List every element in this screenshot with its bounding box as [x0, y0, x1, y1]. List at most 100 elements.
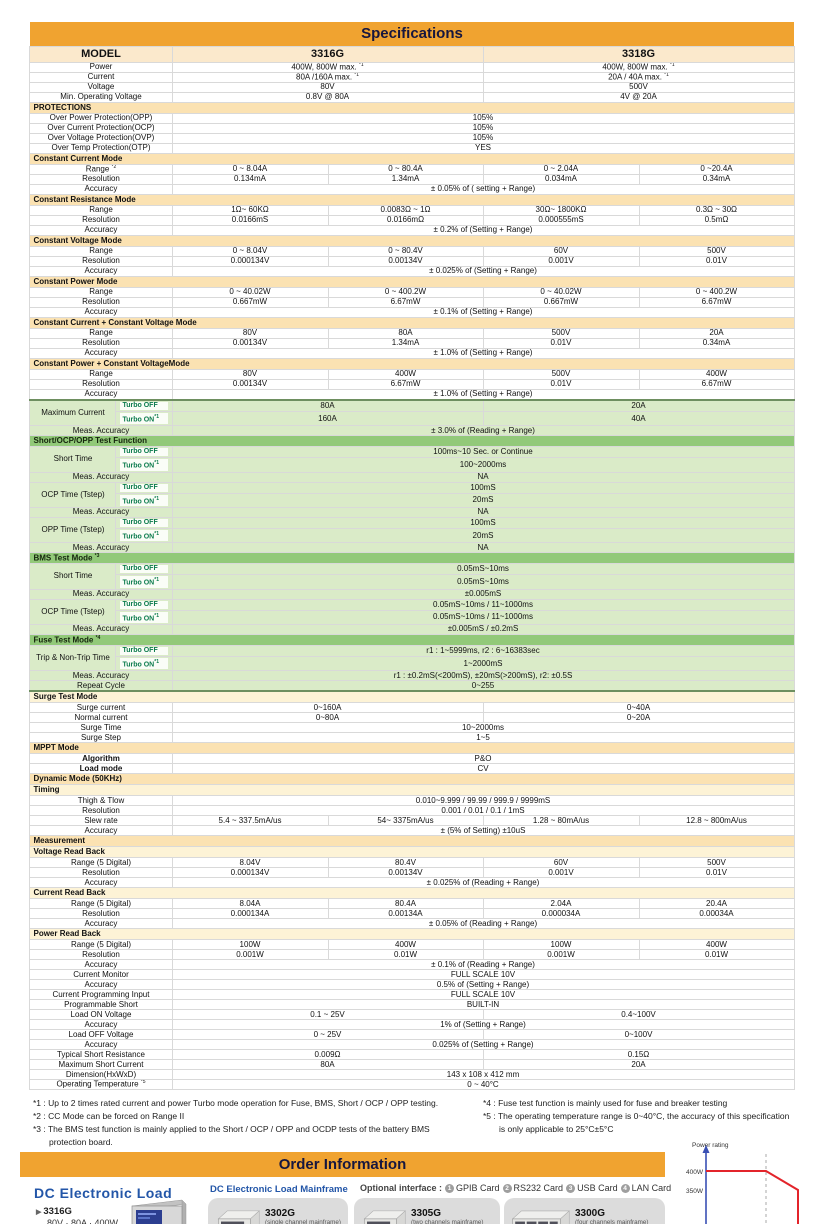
spec-row: Accuracy ± 1.0% of (Setting + Range)	[29, 389, 795, 401]
spec-value: 1~5	[171, 732, 795, 744]
spec-row-label: Maximum Current	[29, 399, 117, 427]
spec-row-label: Operating Temperature *5	[29, 1079, 173, 1091]
spec-row: Meas. Accuracy ±0.005mS / ±0.2mS	[29, 624, 795, 636]
spec-row-label: Power	[29, 61, 173, 74]
spec-value: 0.00134V	[327, 867, 484, 879]
spec-turbo-row: Maximum Current Turbo OFF 80A 20A	[29, 399, 795, 427]
spec-value: 500V	[638, 857, 795, 869]
spec-row-label: Range (5 Digital)	[29, 857, 173, 869]
section-row: Constant Power + Constant VoltageMode	[29, 358, 795, 371]
spec-row-label: Meas. Accuracy	[29, 471, 173, 483]
mainframe-name: 3302G	[265, 1207, 296, 1219]
mainframe-photo	[511, 1210, 570, 1224]
spec-value: 0.010~9.999 / 99.99 / 999.9 / 9999mS	[171, 795, 795, 807]
spec-value: 105%	[171, 133, 795, 145]
section-row: Measurement	[29, 835, 795, 848]
power-vs-temperature-chart: Power rating 400W 350W 25°C 40°C Tempera…	[674, 1138, 824, 1224]
spec-row-label: Meas. Accuracy	[29, 624, 173, 636]
spec-row: Maximum Short Current 80A 20A	[29, 1059, 795, 1071]
section-row: Surge Test Mode	[29, 690, 795, 704]
section-header: Current Read Back	[29, 887, 795, 900]
spec-value: 60V	[482, 857, 640, 869]
section-row: Dynamic Mode (50KHz)	[29, 773, 795, 786]
spec-row-label: Current Monitor	[29, 969, 173, 981]
spec-value: 400W	[327, 369, 484, 381]
spec-row: Meas. Accuracy ±0.005mS	[29, 588, 795, 600]
spec-value: NA	[171, 471, 795, 483]
spec-row: Accuracy 0.5% of (Setting + Range)	[29, 979, 795, 991]
spec-value: 0~255	[171, 680, 795, 693]
spec-row-label: Short Time	[29, 563, 117, 590]
spec-row-label: Programmable Short	[29, 999, 173, 1011]
section-row: Constant Power Mode	[29, 276, 795, 289]
footnote-1: *1 : Up to 2 times rated current and pow…	[33, 1098, 439, 1109]
spec-value: ± 3.0% of (Reading + Range)	[171, 425, 795, 437]
spec-row: Accuracy ± 0.025% of (Reading + Range)	[29, 877, 795, 889]
spec-row: Resolution 0.00134V 6.67mW 0.01V 6.67mW	[29, 379, 795, 391]
spec-turbo-row: OCP Time (Tstep) Turbo OFF 100mS	[29, 481, 795, 509]
order-information-section: Order Information DC Electronic Load ▶ 33…	[0, 1142, 824, 1224]
spec-value: 0.34mA	[638, 338, 795, 350]
spec-row-label: Thigh & Tlow	[29, 795, 173, 807]
section-header: Voltage Read Back	[29, 846, 795, 859]
footnote-3: *3 : The BMS test function is mainly app…	[33, 1123, 430, 1147]
spec-value: 0.00134A	[327, 908, 484, 920]
spec-value: ± (5% of Setting) ±10uS	[171, 825, 795, 837]
spec-value: 1% of (Setting + Range)	[171, 1019, 795, 1031]
spec-value: ± 0.1% of (Setting + Range)	[171, 307, 795, 319]
spec-value: 1~2000mS	[171, 656, 795, 672]
spec-row-label: Short Time	[29, 446, 117, 473]
section-row: BMS Test Mode *3	[29, 552, 795, 565]
spec-row-label: OCP Time (Tstep)	[29, 598, 117, 626]
spec-value: 12.8 ~ 800mA/us	[638, 815, 795, 827]
spec-value: 0 ~ 8.04A	[171, 164, 329, 176]
spec-value: 0.05mS~10ms	[171, 574, 795, 590]
spec-value: 0.001 / 0.01 / 0.1 / 1mS	[171, 805, 795, 817]
spec-row-label: Resolution	[29, 867, 173, 879]
spec-turbo-row: Turbo ON*1 160A 40A	[30, 411, 795, 427]
spec-value: 105%	[171, 123, 795, 135]
spec-value: 6.67mW	[638, 297, 795, 309]
spec-value: 0 ~ 2.04A	[482, 164, 640, 176]
spec-row: Accuracy ± 0.1% of (Setting + Range)	[29, 307, 795, 319]
footnote-2: *2 : CC Mode can be forced on Range II	[33, 1111, 185, 1122]
spec-row-label: Over Power Protection(OPP)	[29, 113, 173, 125]
spec-value: ± 0.05% of ( setting + Range)	[171, 184, 795, 196]
spec-row: Range 80V 400W 500V 400W	[29, 369, 795, 381]
spec-row-label: Over Current Protection(OCP)	[29, 123, 173, 135]
section-header: Constant Power + Constant VoltageMode	[29, 358, 795, 371]
spec-turbo-row: Short Time Turbo OFF 100ms~10 Sec. or Cont…	[29, 446, 795, 473]
section-header: Constant Power Mode	[29, 276, 795, 289]
spec-value: 400W, 800W max. *1	[171, 61, 484, 74]
spec-row: Accuracy ± 1.0% of (Setting + Range)	[29, 348, 795, 360]
spec-value: 0.1 ~ 25V	[171, 1009, 484, 1021]
spec-value: 0.01W	[327, 949, 484, 961]
spec-value: 0 ~20.4A	[638, 164, 795, 176]
spec-row-label: Accuracy	[29, 918, 173, 930]
spec-turbo-row: Turbo ON*1 20mS	[30, 492, 795, 509]
spec-value: 500V	[638, 246, 795, 258]
spec-value: ± 0.2% of (Setting + Range)	[171, 225, 795, 237]
spec-value: 100ms~10 Sec. or Continue	[171, 446, 795, 459]
spec-value: 0.001W	[482, 949, 640, 961]
spec-row: Over Voltage Protection(OVP) 105%	[29, 133, 795, 145]
spec-row: Normal current 0~80A 0~20A	[29, 712, 795, 724]
spec-value: 0~160A	[171, 702, 484, 714]
spec-row: Voltage 80V 500V	[29, 82, 795, 94]
spec-value: 400W	[327, 939, 484, 951]
spec-value: 0.01V	[638, 867, 795, 879]
turbo-badge: Turbo OFF	[115, 446, 173, 459]
spec-value: 80A	[171, 1059, 484, 1071]
spec-value: 8.04V	[171, 857, 329, 869]
spec-row: Range 0 ~ 8.04V 0 ~ 80.4V 60V 500V	[29, 246, 795, 258]
spec-row-label: Normal current	[29, 712, 173, 724]
spec-value: NA	[171, 507, 795, 519]
spec-row-label: Meas. Accuracy	[29, 588, 173, 600]
spec-value: 0.0166mΩ	[327, 215, 484, 227]
spec-value: 0.034mA	[482, 174, 640, 186]
spec-value: 0.000555mS	[482, 215, 640, 227]
spec-row-label: OPP Time (Tstep)	[29, 517, 117, 544]
turbo-badge: Turbo ON*1	[115, 528, 173, 544]
spec-value: 80A /160A max. *1	[171, 72, 484, 84]
spec-row-label: Min. Operating Voltage	[29, 92, 173, 104]
